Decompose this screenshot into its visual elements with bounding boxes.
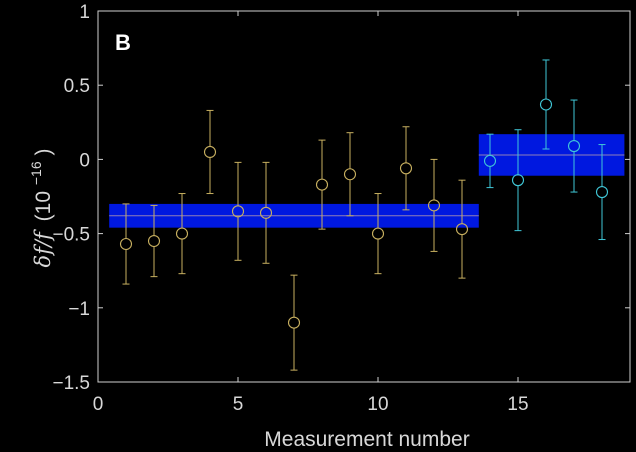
data-point [175, 227, 189, 240]
x-tick-label: 10 [367, 394, 388, 415]
x-tick-label: 0 [93, 394, 104, 415]
y-tick-label: −1 [68, 299, 90, 320]
error-bar [290, 274, 298, 371]
error-bar [346, 132, 354, 217]
data-point [539, 98, 553, 111]
data-point [455, 223, 469, 236]
data-point [231, 205, 245, 218]
data-point [399, 162, 413, 175]
data-point [119, 237, 133, 251]
y-axis-title-unit-close: ) [32, 149, 55, 156]
data-point [147, 234, 161, 248]
error-bar [542, 59, 550, 150]
error-bar [486, 133, 494, 189]
svg-text:δf/f (10 −16: δf/f (10 −16 ) [23, 149, 55, 268]
y-axis-title-unit-base: (10 [32, 191, 55, 221]
data-point [343, 168, 357, 181]
data-point [595, 185, 609, 199]
data-point [203, 145, 217, 159]
error-bar [122, 203, 130, 285]
data-point [427, 199, 441, 212]
y-tick-label: 1 [79, 2, 90, 23]
x-tick-label: 15 [507, 394, 528, 415]
data-markers [119, 98, 609, 329]
x-tick-label: 5 [233, 394, 244, 415]
error-bar [206, 109, 214, 195]
y-tick-label: −1.5 [52, 373, 90, 394]
error-bars [122, 59, 606, 371]
error-bar [458, 179, 466, 279]
error-bar [430, 158, 438, 252]
error-bar [598, 144, 606, 241]
y-tick-label: −0.5 [52, 225, 90, 246]
data-point [567, 139, 581, 153]
error-bar [318, 139, 326, 230]
data-point [371, 227, 385, 240]
axes [97, 10, 631, 383]
x-axis-title: Measurement number [264, 428, 469, 451]
tick-labels: 0 5 10 15 −1.5 −1 −0.5 0 0.5 1 [52, 2, 528, 415]
data-point [511, 174, 525, 187]
mean-bands [109, 134, 625, 228]
y-axis-title-unit-exponent: −16 [28, 161, 44, 185]
error-bar [402, 126, 410, 211]
error-bar [374, 193, 382, 275]
y-tick-label: 0.5 [64, 76, 90, 97]
tick-marks [97, 10, 630, 383]
data-point [287, 316, 301, 329]
y-axis-title: δf/f (10 −16 ) [23, 149, 55, 268]
error-bar [514, 129, 522, 232]
data-point [483, 154, 497, 167]
error-bar [234, 161, 242, 261]
y-axis-title-main: δf/f [31, 229, 55, 267]
plot-frame [97, 10, 631, 383]
y-tick-label: 0 [79, 150, 90, 171]
data-point [259, 206, 273, 219]
error-bar [570, 99, 578, 193]
error-bar [262, 161, 270, 264]
error-bar [150, 204, 158, 278]
panel-label: B [115, 30, 131, 55]
error-bar [178, 193, 186, 275]
data-point [315, 178, 329, 191]
